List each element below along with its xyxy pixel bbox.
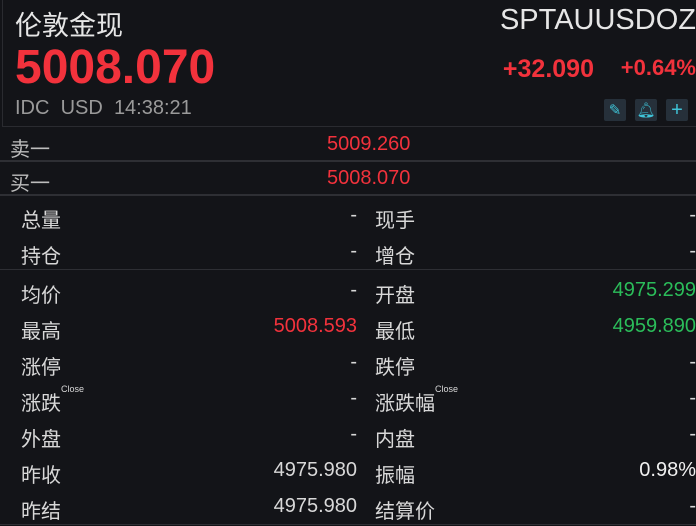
stat-row: 均价 - 开盘 4975.299 [0, 273, 696, 309]
bid-row: 买一 5008.070 [0, 162, 696, 196]
stat-value: - [350, 204, 357, 226]
stat-label: 涨停 [21, 357, 61, 379]
stat-value: - [689, 240, 696, 262]
stat-row: 最高 5008.593 最低 4959.890 [0, 309, 696, 345]
stat-label: 内盘 [375, 429, 415, 451]
bid-price: 5008.070 [327, 167, 411, 189]
divider [0, 524, 696, 525]
stat-row: 外盘 - 内盘 - [0, 417, 696, 453]
stat-label: 昨收 [21, 465, 61, 487]
stat-value: 4975.980 [273, 495, 357, 517]
stat-value: - [350, 387, 357, 409]
ask-label: 卖一 [10, 139, 50, 161]
stat-value: - [350, 279, 357, 301]
stat-label: 开盘 [375, 285, 415, 307]
stat-value: - [689, 387, 696, 409]
price-change-percent: +0.64% [620, 55, 696, 80]
stat-label: 振幅 [375, 465, 415, 487]
quote-header: 伦敦金现 SPTAUUSDOZ 5008.070 +32.090 +0.64% … [2, 0, 696, 127]
stat-value: - [350, 423, 357, 445]
source: IDC [15, 97, 50, 119]
last-price: 5008.070 [15, 41, 216, 94]
currency: USD [60, 97, 103, 119]
stat-label: 结算价 [375, 501, 435, 523]
stat-row: 昨结 4975.980 结算价 - [0, 489, 696, 525]
stat-value: - [350, 240, 357, 262]
stat-value: 4975.980 [273, 459, 357, 481]
stat-label: 外盘 [21, 429, 61, 451]
stat-label: 总量 [21, 210, 61, 232]
bell-icon[interactable]: 🔔︎ [635, 99, 657, 121]
timestamp: 14:38:21 [113, 97, 192, 119]
stat-label: 增仓 [375, 246, 415, 268]
divider [0, 269, 696, 270]
stat-label: 昨结 [21, 501, 61, 523]
stat-value: - [689, 495, 696, 517]
ask-row: 卖一 5009.260 [0, 128, 696, 162]
stat-label: 涨跌Close [21, 384, 85, 415]
stat-row: 持仓 - 增仓 - [0, 234, 696, 270]
stat-label: 持仓 [21, 246, 61, 268]
stat-value: 4959.890 [612, 315, 696, 337]
stat-value: 0.98% [639, 459, 696, 481]
edit-icon[interactable]: ✎ [604, 99, 626, 121]
stat-row: 总量 - 现手 - [0, 198, 696, 234]
stat-row: 涨停 - 跌停 - [0, 345, 696, 381]
stat-label: 现手 [375, 210, 415, 232]
bid-label: 买一 [10, 173, 50, 195]
stat-label: 涨跌幅Close [375, 384, 459, 415]
stat-value: 5008.593 [273, 315, 357, 337]
instrument-name: 伦敦金现 [15, 11, 123, 41]
stat-value: - [350, 351, 357, 373]
stat-value: - [689, 423, 696, 445]
stat-value: - [689, 204, 696, 226]
stat-label: 均价 [21, 285, 61, 307]
plus-icon[interactable]: + [666, 99, 688, 121]
stat-value: 4975.299 [612, 279, 696, 301]
stat-row: 涨跌Close - 涨跌幅Close - [0, 381, 696, 417]
stat-row: 昨收 4975.980 振幅 0.98% [0, 453, 696, 489]
stat-label: 最高 [21, 321, 61, 343]
stat-label: 最低 [375, 321, 415, 343]
stat-value: - [689, 351, 696, 373]
ask-price: 5009.260 [327, 133, 411, 155]
stat-label: 跌停 [375, 357, 415, 379]
quote-meta: IDC USD 14:38:21 [15, 97, 192, 120]
close-tag: Close [61, 384, 85, 394]
instrument-code: SPTAUUSDOZ [499, 4, 696, 36]
price-change: +32.090 [502, 55, 594, 83]
close-tag: Close [435, 384, 459, 394]
